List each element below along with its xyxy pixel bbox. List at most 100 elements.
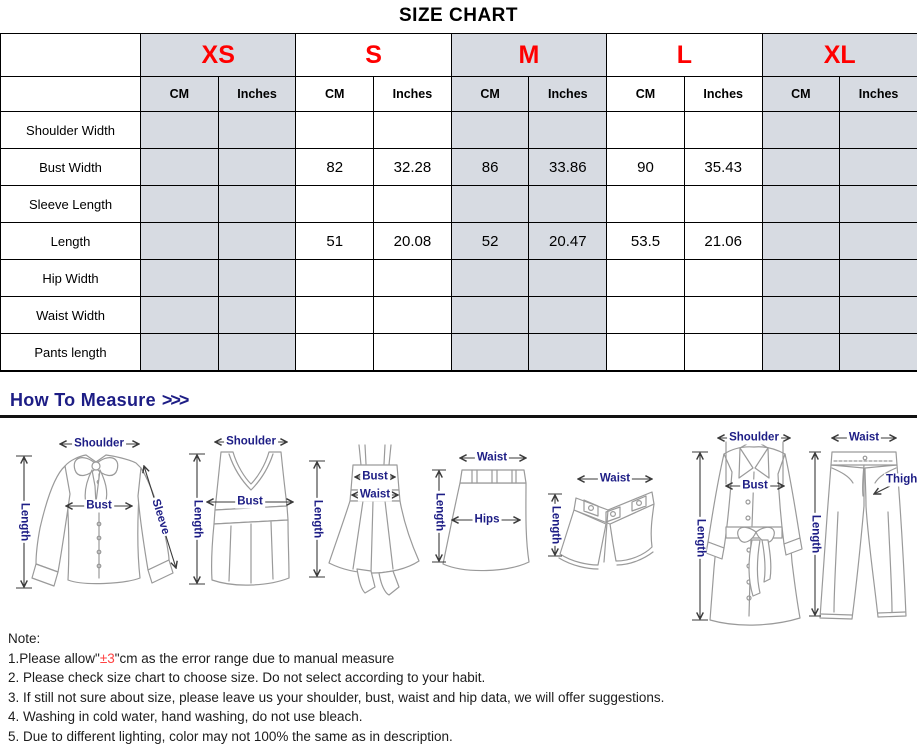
row-label: Length [0, 222, 141, 260]
value-cell [606, 111, 685, 149]
divider [0, 415, 917, 418]
value-cell [528, 333, 608, 372]
value-cell [528, 259, 608, 297]
note-text: 2. Please check size chart to choose siz… [8, 670, 486, 685]
hips-measure-label: Hips [472, 513, 502, 527]
length-measure-label: Length [548, 503, 562, 547]
value-cell: 86 [450, 148, 530, 186]
unit-header-inches: Inches [839, 76, 917, 112]
value-cell: 52 [450, 222, 530, 260]
shorts-drawing [548, 466, 655, 570]
size-header-m: M [450, 33, 608, 77]
note-item-4: 4. Washing in cold water, hand washing, … [8, 707, 913, 727]
row-label: Pants length [0, 333, 141, 372]
length-measure-label: Length [808, 512, 822, 556]
value-cell: 20.08 [373, 222, 452, 260]
bust-measure-label: Bust [360, 470, 390, 484]
value-cell [140, 222, 219, 260]
bust-measure-label: Bust [740, 479, 770, 493]
how-to-measure-heading: How To Measure >>> [10, 390, 190, 411]
note-item-3: 3. If still not sure about size, please … [8, 688, 913, 708]
value-cell: 32.28 [373, 148, 452, 186]
size-header-s: S [295, 33, 452, 77]
value-cell [683, 111, 763, 149]
value-cell [217, 333, 297, 372]
value-cell [761, 148, 841, 186]
blouse-drawing [16, 432, 183, 589]
value-cell [295, 185, 375, 223]
value-cell [295, 333, 375, 372]
corner-cell [0, 33, 141, 77]
diagram-pants: Waist Length Thigh [808, 428, 917, 632]
size-header-xl: XL [761, 33, 917, 77]
value-cell [606, 333, 685, 372]
length-measure-label: Length [190, 497, 204, 541]
note-text: 5. Due to different lighting, color may … [8, 728, 453, 744]
unit-header-row: CM Inches CM Inches CM Inches CM Inches … [0, 76, 917, 112]
value-cell [839, 185, 917, 223]
dress-drawing [309, 444, 420, 596]
chevron-right-icon: >>> [161, 390, 190, 410]
unit-header-inches: Inches [528, 76, 608, 112]
value-cell [373, 296, 452, 334]
value-cell [373, 185, 452, 223]
pants-drawing [809, 428, 907, 620]
note-highlight: ±3 [99, 650, 115, 666]
row-label: Shoulder Width [0, 111, 141, 149]
unit-header-inches: Inches [683, 76, 763, 112]
unit-header-cm: CM [761, 76, 841, 112]
value-cell: 33.86 [528, 148, 608, 186]
unit-header-cm: CM [606, 76, 685, 112]
corner-cell [0, 76, 141, 112]
table-row: Sleeve Length [0, 185, 917, 223]
value-cell [450, 185, 530, 223]
value-cell [373, 111, 452, 149]
value-cell [295, 296, 375, 334]
value-cell [217, 148, 297, 186]
measure-diagrams: Shoulder Length Bust Sleeve Shoulder Len… [0, 420, 917, 631]
waist-measure-label: Waist [846, 431, 882, 445]
value-cell [217, 296, 297, 334]
row-label: Waist Width [0, 296, 141, 334]
value-cell: 35.43 [683, 148, 763, 186]
waist-measure-label: Waist [357, 488, 393, 502]
unit-header-inches: Inches [373, 76, 452, 112]
note-text: "cm as the error range due to manual mea… [114, 650, 395, 666]
note-text: 4. Washing in cold water, hand washing, … [8, 709, 363, 724]
table-row: Pants length [0, 333, 917, 372]
size-header-xs: XS [139, 33, 297, 77]
shoulder-measure-label: Shoulder [72, 437, 126, 451]
value-cell [761, 111, 841, 149]
table-row: Length 51 20.08 52 20.47 53.5 21.06 [0, 222, 917, 260]
value-cell [295, 259, 375, 297]
row-label: Bust Width [0, 148, 141, 186]
value-cell [606, 259, 685, 297]
note-item-1: 1.Please allow"±3"cm as the error range … [8, 649, 913, 669]
diagram-tank-top: Shoulder Length Bust [185, 432, 300, 592]
row-label: Hip Width [0, 259, 141, 297]
value-cell [217, 222, 297, 260]
value-cell [606, 185, 685, 223]
waist-measure-label: Waist [474, 451, 510, 465]
length-measure-label: Length [693, 516, 707, 560]
bust-measure-label: Bust [235, 495, 265, 509]
value-cell [295, 111, 375, 149]
skirt-drawing [432, 448, 530, 572]
value-cell [373, 333, 452, 372]
value-cell [761, 259, 841, 297]
shoulder-measure-label: Shoulder [727, 431, 781, 445]
table-row: Bust Width 82 32.28 86 33.86 90 35.43 [0, 148, 917, 186]
value-cell [761, 333, 841, 372]
value-cell [140, 111, 219, 149]
value-cell [217, 111, 297, 149]
table-row: Waist Width [0, 296, 917, 334]
value-cell [217, 259, 297, 297]
note-text: 3. If still not sure about size, please … [8, 689, 665, 705]
value-cell [528, 296, 608, 334]
notes-section: Note: 1.Please allow"±3"cm as the error … [8, 629, 913, 746]
value-cell [373, 259, 452, 297]
page-title: SIZE CHART [399, 5, 518, 26]
diagram-coat: Shoulder Length Bust [678, 428, 813, 632]
value-cell [839, 259, 917, 297]
value-cell [217, 185, 297, 223]
